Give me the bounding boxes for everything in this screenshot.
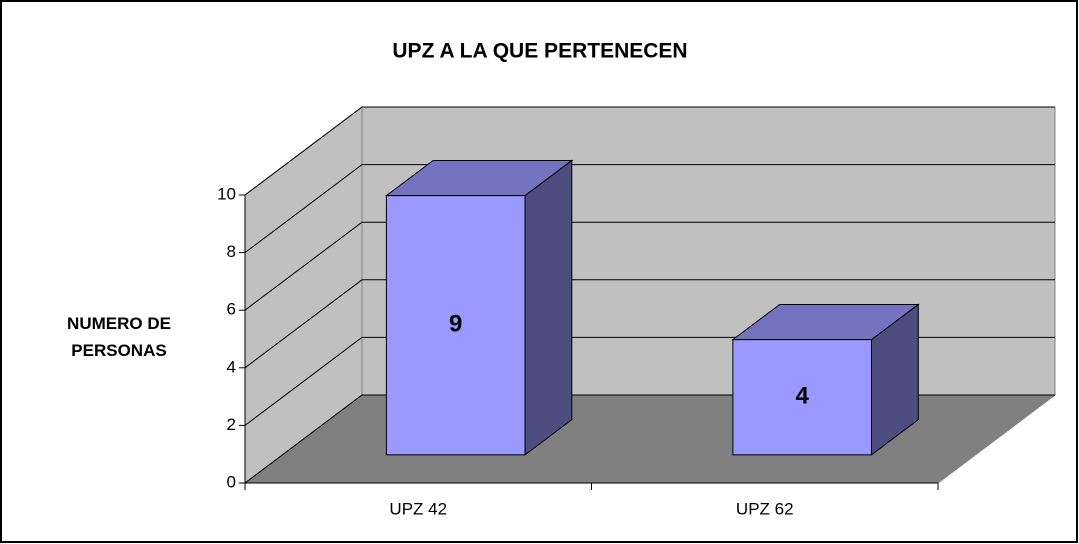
bar: [385, 195, 526, 456]
x-tick-label: UPZ 42: [389, 499, 447, 518]
bar-side: [524, 159, 573, 456]
grid-line: [244, 221, 1055, 311]
y-tick-label: 2: [227, 415, 236, 434]
x-tick-label: UPZ 62: [736, 499, 794, 518]
grid-line: [244, 106, 1055, 196]
value-label: 9: [449, 311, 462, 338]
y-tick-label: 4: [227, 357, 236, 376]
y-tick-label: 8: [227, 242, 236, 261]
grid-line: [244, 279, 1055, 369]
y-tick-label: 6: [227, 300, 236, 319]
y-tick-label: 10: [217, 184, 236, 203]
chart-title: UPZ A LA QUE PERTENECEN: [392, 40, 687, 63]
floor: [243, 394, 1057, 484]
y-axis-label: NUMERO DE PERSONAS: [67, 314, 171, 360]
value-label: 4: [796, 383, 810, 410]
bar: [732, 339, 872, 456]
y-tick-label: 0: [227, 472, 236, 491]
grid-line: [244, 164, 1055, 253]
